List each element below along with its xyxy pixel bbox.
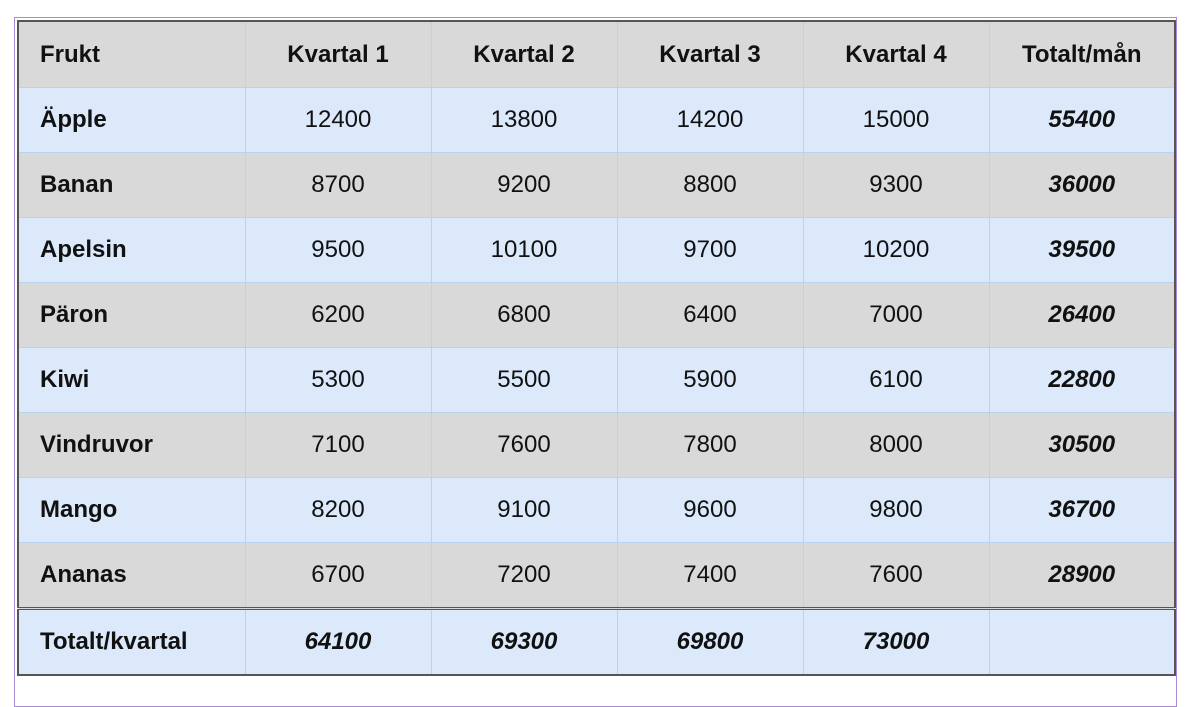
header-cell: Kvartal 3: [616, 20, 804, 88]
value-cell: 12400: [244, 87, 432, 153]
fruit-name: Äpple: [17, 87, 246, 153]
fruit-name: Vindruvor: [17, 412, 246, 478]
value-cell: 7100: [244, 412, 432, 478]
value-cell: 9100: [430, 477, 618, 543]
data-row: Ananas 6700 7200 7400 7600 28900: [17, 542, 1176, 609]
data-row: Kiwi 5300 5500 5900 6100 22800: [17, 347, 1176, 413]
header-cell: Totalt/mån: [988, 20, 1176, 88]
header-cell: Kvartal 1: [244, 20, 432, 88]
value-cell: 7800: [616, 412, 804, 478]
value-cell: 9800: [802, 477, 990, 543]
value-cell: 6100: [802, 347, 990, 413]
value-cell: 9200: [430, 152, 618, 218]
header-row: Frukt Kvartal 1 Kvartal 2 Kvartal 3 Kvartal …: [17, 20, 1176, 88]
header-cell: Kvartal 2: [430, 20, 618, 88]
fruit-table: Frukt Kvartal 1 Kvartal 2 Kvartal 3 Kvartal …: [17, 20, 1176, 676]
value-cell: 9500: [244, 217, 432, 283]
footer-empty: [988, 607, 1176, 676]
fruit-name: Ananas: [17, 542, 246, 609]
value-cell: 9300: [802, 152, 990, 218]
value-cell: 55400: [988, 87, 1176, 153]
value-cell: 36700: [988, 477, 1176, 543]
value-cell: 39500: [988, 217, 1176, 283]
value-cell: 36000: [988, 152, 1176, 218]
value-cell: 7600: [802, 542, 990, 609]
fruit-name: Banan: [17, 152, 246, 218]
fruit-name: Mango: [17, 477, 246, 543]
data-row: Äpple 12400 13800 14200 15000 55400: [17, 87, 1176, 153]
value-cell: 5500: [430, 347, 618, 413]
header-cell: Kvartal 4: [802, 20, 990, 88]
footer-total: 69300: [430, 607, 618, 676]
value-cell: 6700: [244, 542, 432, 609]
value-cell: 5300: [244, 347, 432, 413]
value-cell: 9600: [616, 477, 804, 543]
value-cell: 9700: [616, 217, 804, 283]
value-cell: 15000: [802, 87, 990, 153]
value-cell: 7400: [616, 542, 804, 609]
value-cell: 7600: [430, 412, 618, 478]
value-cell: 14200: [616, 87, 804, 153]
value-cell: 10100: [430, 217, 618, 283]
value-cell: 6400: [616, 282, 804, 348]
value-cell: 7000: [802, 282, 990, 348]
data-row: Mango 8200 9100 9600 9800 36700: [17, 477, 1176, 543]
footer-total: 69800: [616, 607, 804, 676]
footer-label: Totalt/kvartal: [17, 607, 246, 676]
value-cell: 8000: [802, 412, 990, 478]
value-cell: 10200: [802, 217, 990, 283]
value-cell: 6200: [244, 282, 432, 348]
header-cell: Frukt: [17, 20, 246, 88]
value-cell: 13800: [430, 87, 618, 153]
value-cell: 8700: [244, 152, 432, 218]
value-cell: 8800: [616, 152, 804, 218]
fruit-name: Apelsin: [17, 217, 246, 283]
value-cell: 8200: [244, 477, 432, 543]
data-row: Päron 6200 6800 6400 7000 26400: [17, 282, 1176, 348]
data-row: Vindruvor 7100 7600 7800 8000 30500: [17, 412, 1176, 478]
value-cell: 7200: [430, 542, 618, 609]
fruit-name: Päron: [17, 282, 246, 348]
footer-total: 73000: [802, 607, 990, 676]
value-cell: 28900: [988, 542, 1176, 609]
value-cell: 30500: [988, 412, 1176, 478]
data-row: Apelsin 9500 10100 9700 10200 39500: [17, 217, 1176, 283]
value-cell: 26400: [988, 282, 1176, 348]
data-row: Banan 8700 9200 8800 9300 36000: [17, 152, 1176, 218]
fruit-name: Kiwi: [17, 347, 246, 413]
footer-total: 64100: [244, 607, 432, 676]
value-cell: 22800: [988, 347, 1176, 413]
value-cell: 6800: [430, 282, 618, 348]
value-cell: 5900: [616, 347, 804, 413]
footer-row: Totalt/kvartal 64100 69300 69800 73000: [17, 607, 1176, 676]
